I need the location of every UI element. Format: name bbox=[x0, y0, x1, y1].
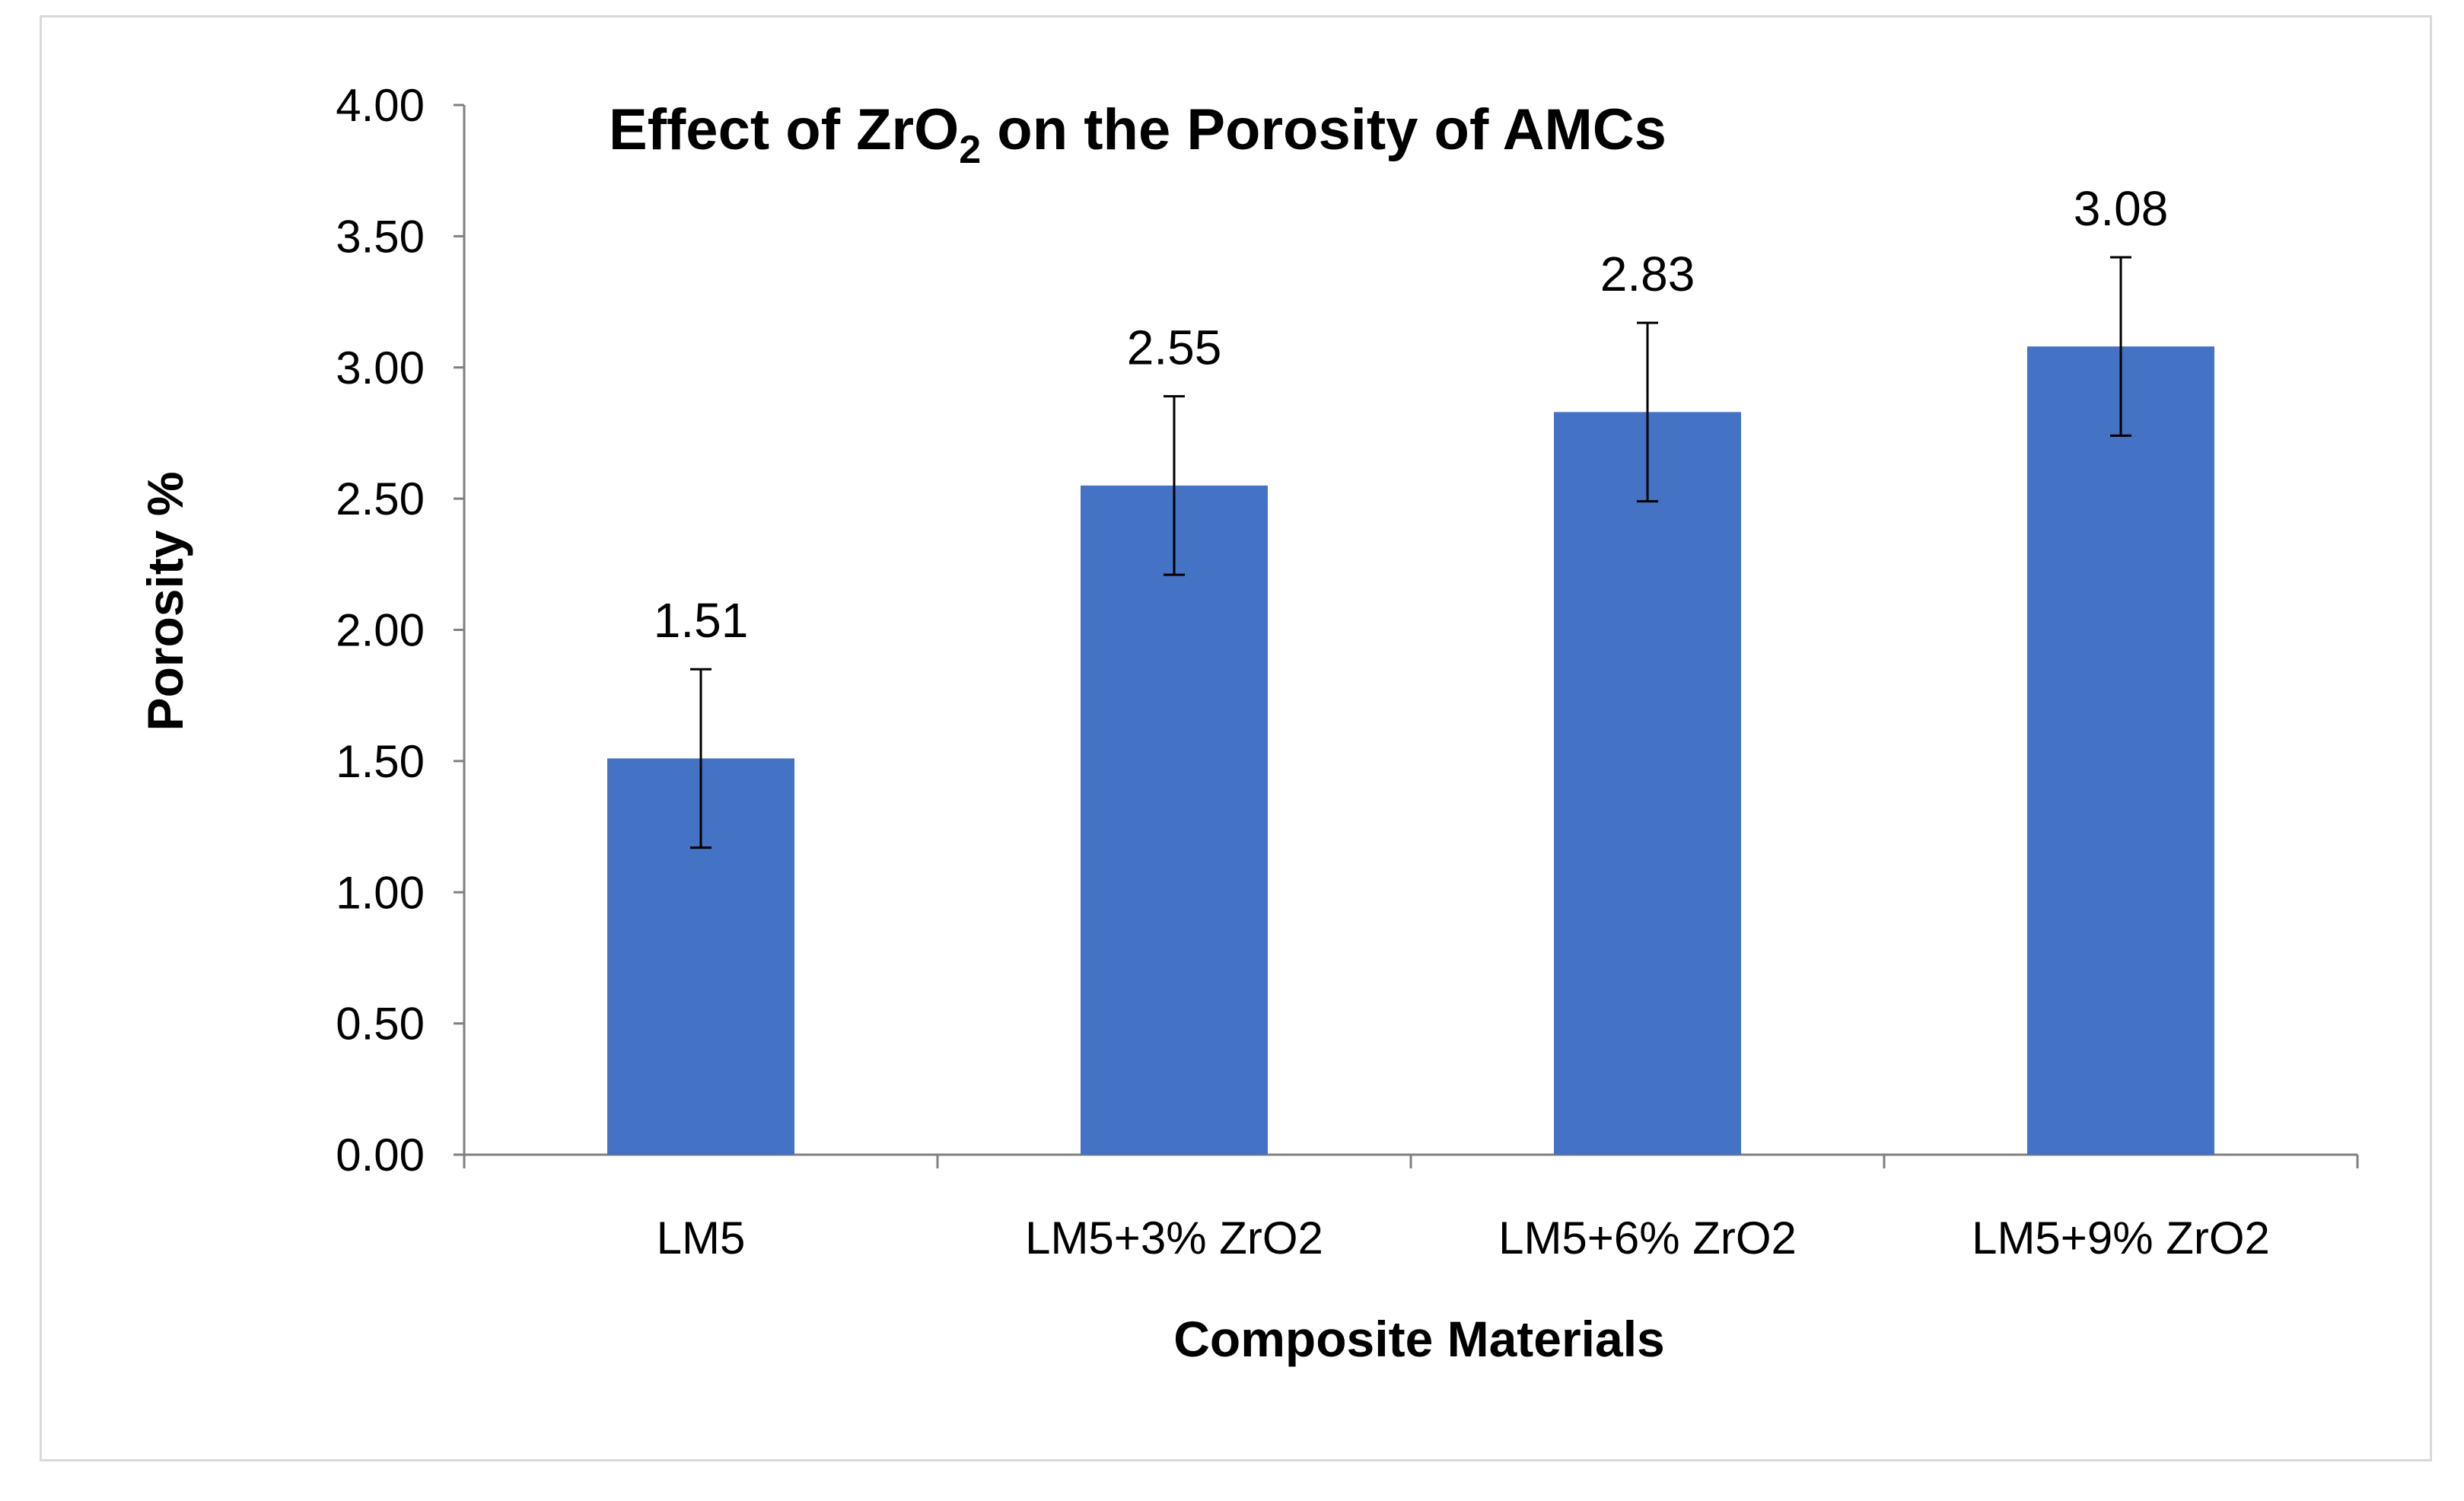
bars bbox=[607, 346, 2214, 1155]
bar bbox=[2027, 346, 2214, 1155]
x-tick-labels: LM5 LM5+3% ZrO2 LM5+6% ZrO2 LM5+9% ZrO2 bbox=[657, 1213, 2270, 1264]
y-tick-label: 0.50 bbox=[336, 999, 425, 1050]
y-tick-label: 4.00 bbox=[336, 80, 425, 131]
svg-text:Effect of ZrO2 on the Porosity: Effect of ZrO2 on the Porosity of AMCs bbox=[609, 97, 1667, 172]
x-tick-label: LM5 bbox=[657, 1213, 746, 1264]
y-tick-label: 0.00 bbox=[336, 1130, 425, 1181]
x-tick-label: LM5+9% ZrO2 bbox=[1972, 1213, 2270, 1264]
chart-title-main: Effect of ZrO bbox=[609, 97, 959, 162]
chart-title: Effect of ZrO2 on the Porosity of AMCs bbox=[609, 97, 1667, 172]
y-tick-label: 3.00 bbox=[336, 343, 425, 394]
x-tick-label: LM5+6% ZrO2 bbox=[1498, 1213, 1797, 1264]
y-tick-label: 1.00 bbox=[336, 867, 425, 918]
data-label: 3.08 bbox=[2074, 181, 2169, 236]
data-label: 2.83 bbox=[1600, 247, 1695, 301]
bar bbox=[1081, 485, 1268, 1155]
x-axis-title: Composite Materials bbox=[1173, 1311, 1665, 1367]
y-tick-label: 3.50 bbox=[336, 211, 425, 262]
y-tick-label: 1.50 bbox=[336, 736, 425, 787]
data-label: 2.55 bbox=[1127, 320, 1222, 375]
data-label: 1.51 bbox=[654, 593, 749, 648]
y-axis-title: Porosity % bbox=[137, 471, 193, 731]
data-labels: 1.51 2.55 2.83 3.08 bbox=[654, 181, 2169, 648]
x-tick-label: LM5+3% ZrO2 bbox=[1025, 1213, 1323, 1264]
chart-title-subscript: 2 bbox=[959, 128, 981, 172]
chart-title-suffix: on the Porosity of AMCs bbox=[981, 97, 1667, 162]
y-axis: 0.00 0.50 1.00 1.50 2.00 2.50 3.00 3.50 4.00 bbox=[336, 80, 466, 1181]
y-tick-label: 2.00 bbox=[336, 605, 425, 656]
y-tick-label: 2.50 bbox=[336, 473, 425, 524]
bar bbox=[1554, 412, 1741, 1155]
x-axis bbox=[463, 1153, 2359, 1168]
error-bars bbox=[690, 256, 2131, 849]
